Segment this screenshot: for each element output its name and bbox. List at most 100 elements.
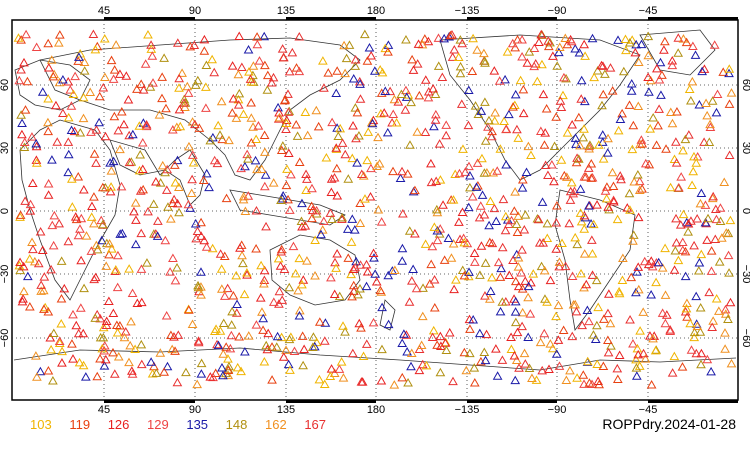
observation-marker [681, 37, 692, 47]
observation-marker [487, 272, 497, 282]
observation-marker [242, 270, 252, 279]
observation-marker [545, 339, 556, 348]
observation-marker [146, 44, 157, 53]
observation-marker [459, 270, 470, 280]
observation-marker [660, 290, 671, 299]
observation-marker [451, 275, 461, 284]
observation-marker [572, 153, 582, 162]
observation-marker [660, 243, 670, 253]
observation-marker [547, 343, 558, 353]
observation-marker [343, 174, 354, 183]
legend: 103 119 126 129 135 148 162 167 [30, 417, 340, 432]
observation-marker [556, 155, 567, 164]
observation-marker [726, 88, 737, 97]
observation-marker [237, 250, 247, 260]
observation-marker [340, 68, 350, 78]
observation-marker [89, 149, 100, 158]
observation-marker [319, 336, 330, 345]
observation-marker [16, 110, 26, 119]
observation-marker [332, 190, 343, 200]
observation-marker [308, 332, 319, 341]
observation-marker [472, 45, 483, 54]
observation-marker [571, 306, 582, 316]
observation-marker [489, 66, 500, 75]
observation-marker [86, 127, 96, 136]
observation-marker [278, 190, 289, 200]
observation-marker [143, 30, 153, 39]
observation-marker [628, 120, 639, 130]
observation-marker [294, 253, 305, 263]
observation-marker [134, 165, 145, 175]
observation-marker [513, 133, 524, 142]
observation-marker [510, 317, 521, 327]
observation-marker [564, 218, 575, 228]
observation-marker [259, 275, 270, 285]
observation-marker [246, 138, 257, 147]
observation-marker [657, 70, 667, 79]
observation-marker [408, 186, 419, 196]
observation-marker [376, 376, 387, 385]
coast-new-zealand [379, 299, 396, 331]
observation-marker [149, 361, 159, 371]
observation-marker [576, 94, 587, 103]
observation-marker [566, 36, 577, 46]
observation-marker [621, 45, 631, 55]
observation-marker [329, 289, 340, 298]
observation-marker [725, 297, 736, 307]
observation-marker [75, 127, 86, 137]
observation-marker [359, 29, 370, 39]
observation-marker [362, 267, 373, 276]
observation-marker [714, 257, 725, 266]
legend-item: 148 [225, 417, 248, 432]
observation-marker [174, 73, 185, 83]
observation-marker [56, 294, 67, 303]
observation-marker [89, 192, 99, 201]
observation-marker [404, 297, 415, 306]
observation-marker [329, 172, 340, 182]
observation-marker [366, 163, 376, 173]
observation-marker [479, 347, 490, 357]
observation-marker [256, 164, 267, 173]
observation-marker [57, 346, 67, 356]
observation-marker [302, 130, 313, 140]
observation-marker [724, 268, 734, 277]
observation-marker [201, 168, 212, 178]
observation-marker [294, 31, 305, 41]
observation-marker [376, 88, 387, 97]
observation-marker [314, 374, 325, 384]
observation-marker [484, 237, 495, 247]
observation-marker [456, 99, 467, 108]
observation-marker [575, 184, 586, 193]
observation-marker [234, 31, 245, 41]
observation-marker [647, 261, 658, 271]
observation-marker [262, 70, 273, 80]
observation-marker [111, 320, 122, 330]
observation-marker [684, 84, 695, 94]
graticule [12, 20, 738, 400]
observation-marker [181, 367, 191, 377]
observation-marker [159, 367, 170, 376]
observation-marker [606, 341, 616, 350]
observation-marker [272, 331, 283, 341]
observation-marker [554, 361, 565, 370]
observation-marker [433, 61, 444, 70]
longitude-bar [104, 17, 195, 20]
observation-marker [617, 275, 628, 284]
observation-marker [631, 371, 642, 380]
observation-marker [407, 54, 417, 64]
observation-marker [702, 110, 712, 120]
observation-marker [485, 196, 496, 206]
observation-marker [109, 369, 120, 378]
observation-marker [484, 220, 494, 230]
observation-marker [412, 127, 423, 136]
observation-marker [504, 109, 514, 119]
observation-marker [395, 173, 406, 182]
observation-marker [537, 365, 548, 375]
observation-marker [161, 103, 171, 113]
observation-marker [48, 71, 59, 81]
observation-marker [43, 366, 54, 375]
observation-marker [672, 106, 682, 116]
observation-marker [79, 66, 90, 75]
observation-marker [130, 198, 141, 207]
observation-marker [581, 279, 592, 289]
